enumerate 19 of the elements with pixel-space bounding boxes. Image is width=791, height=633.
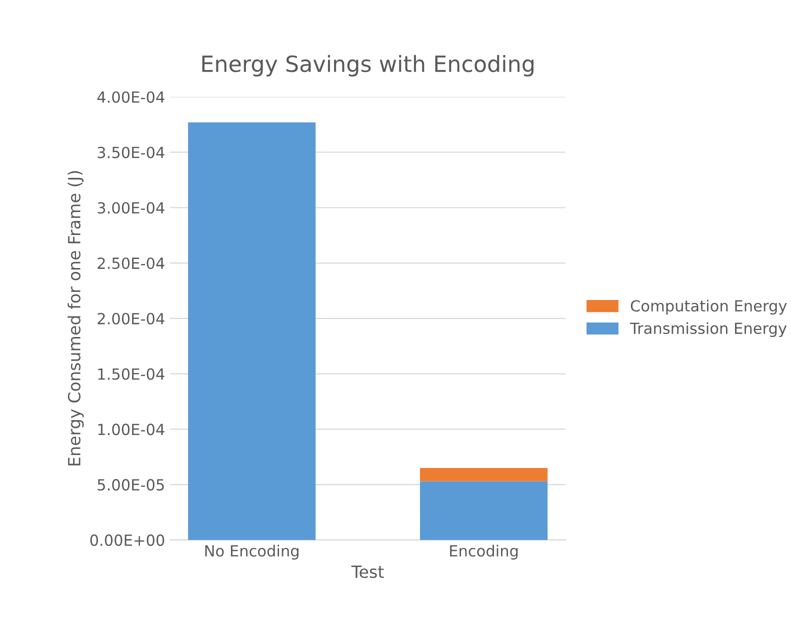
y-tick-label: 2.00E-04	[98, 312, 164, 324]
y-tick-label: 3.50E-04	[98, 146, 164, 158]
x-axis-title: Test	[351, 566, 384, 578]
legend-label: Transmission Energy	[630, 322, 787, 338]
chart-title: Energy Savings with Encoding	[202, 54, 534, 76]
bar	[420, 481, 548, 540]
legend-label: Computation Energy	[630, 300, 787, 315]
x-tick-label: No Encoding	[205, 544, 298, 560]
y-tick-label: 1.50E-04	[98, 368, 164, 380]
bar	[420, 468, 548, 482]
y-tick-label: 4.00E-04	[97, 91, 164, 103]
y-axis-title: Energy Consumed for one Frame (J)	[68, 171, 84, 466]
y-tick-label: 1.00E-04	[98, 424, 164, 436]
y-tick-label: 5.00E-05	[98, 479, 164, 491]
y-tick-label: 2.50E-04	[98, 257, 164, 270]
x-tick-label: Encoding	[450, 544, 518, 560]
bar	[188, 122, 316, 540]
y-tick-label: 3.00E-04	[98, 202, 164, 214]
y-tick-label: 0.00E+00	[90, 534, 164, 546]
